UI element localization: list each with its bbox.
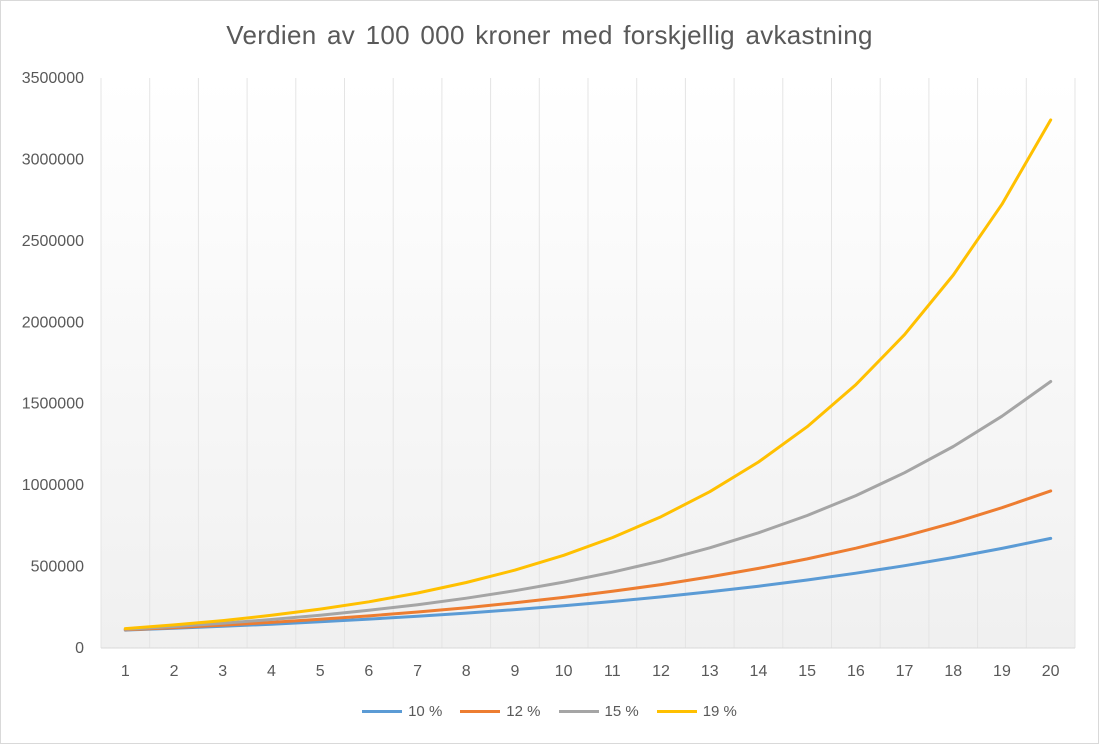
y-tick-label: 1500000 — [22, 396, 84, 413]
x-tick-label: 19 — [993, 663, 1011, 680]
legend: 10 % 12 % 15 % 19 % — [0, 703, 1099, 720]
x-tick-label: 9 — [510, 663, 519, 680]
series-line-15-pct — [123, 380, 1053, 631]
legend-swatch — [460, 710, 501, 713]
x-tick-label: 7 — [413, 663, 422, 680]
legend-swatch — [558, 710, 599, 713]
y-tick-label: 3500000 — [22, 70, 84, 87]
legend-label: 15 % — [604, 703, 639, 720]
x-tick-label: 1 — [121, 663, 130, 680]
x-tick-label: 10 — [555, 663, 573, 680]
series-line-12-pct — [123, 489, 1053, 632]
legend-swatch — [656, 710, 697, 713]
x-tick-label: 4 — [267, 663, 276, 680]
legend-item: 19 % — [656, 703, 737, 720]
y-tick-label: 2500000 — [22, 233, 84, 250]
legend-label: 12 % — [506, 703, 541, 720]
y-tick-label: 2000000 — [22, 314, 84, 331]
x-tick-label: 2 — [170, 663, 179, 680]
legend-label: 19 % — [702, 703, 737, 720]
legend-label: 10 % — [408, 703, 443, 720]
series-line-19-pct — [123, 118, 1053, 631]
y-tick-label: 3000000 — [22, 151, 84, 168]
x-tick-label: 16 — [847, 663, 865, 680]
y-tick-label: 500000 — [31, 559, 84, 576]
legend-item: 15 % — [558, 703, 639, 720]
x-tick-label: 11 — [604, 663, 621, 680]
legend-item: 12 % — [460, 703, 541, 720]
chart-title: Verdien av 100 000 kroner med forskjelli… — [226, 20, 873, 50]
y-tick-label: 0 — [75, 640, 84, 657]
x-tick-label: 18 — [944, 663, 962, 680]
x-tick-label: 13 — [701, 663, 719, 680]
y-tick-label: 1000000 — [22, 477, 84, 494]
series-line-10-pct — [123, 536, 1053, 632]
x-tick-label: 6 — [364, 663, 373, 680]
x-tick-label: 8 — [462, 663, 471, 680]
x-tick-label: 12 — [652, 663, 670, 680]
x-tick-label: 20 — [1042, 663, 1060, 680]
x-tick-label: 15 — [798, 663, 816, 680]
x-tick-label: 5 — [316, 663, 325, 680]
x-tick-label: 17 — [896, 663, 914, 680]
legend-item: 10 % — [362, 703, 442, 720]
x-tick-label: 3 — [218, 663, 227, 680]
x-tick-label: 14 — [750, 663, 768, 680]
legend-swatch — [362, 710, 403, 713]
